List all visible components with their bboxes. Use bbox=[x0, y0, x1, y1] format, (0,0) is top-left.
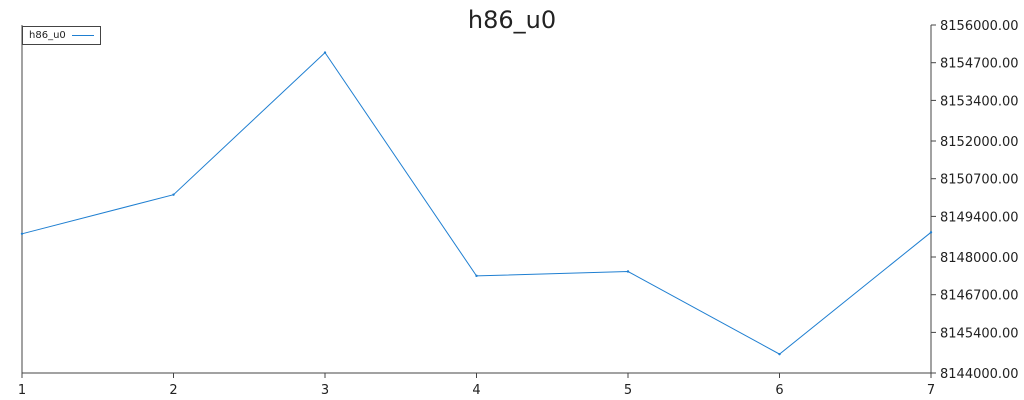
y-tick-label: 8144000.00 bbox=[940, 367, 1019, 382]
axes: 8144000.00 8145400.00 8146700.00 8148000.00… bbox=[18, 19, 1019, 398]
y-tick-label: 8146700.00 bbox=[940, 289, 1019, 304]
legend-line-swatch bbox=[71, 35, 94, 36]
x-tick-label: 2 bbox=[169, 383, 177, 398]
y-tick-label: 8153400.00 bbox=[940, 94, 1019, 109]
x-tick-label: 5 bbox=[624, 383, 632, 398]
y-tick-label: 8145400.00 bbox=[940, 326, 1019, 341]
x-tick-label: 7 bbox=[927, 383, 935, 398]
y-tick-label: 8154700.00 bbox=[940, 57, 1019, 72]
y-tick-label: 8148000.00 bbox=[940, 251, 1019, 266]
y-tick-label: 8156000.00 bbox=[940, 19, 1019, 34]
y-tick-label: 8149400.00 bbox=[940, 210, 1019, 225]
series-layer bbox=[20, 51, 933, 356]
y-tick-label: 8152000.00 bbox=[940, 135, 1019, 150]
data-point bbox=[172, 193, 175, 196]
x-tick-label: 3 bbox=[321, 383, 329, 398]
series-line bbox=[21, 51, 932, 355]
x-tick-label: 4 bbox=[472, 383, 480, 398]
data-point bbox=[475, 274, 478, 278]
x-tick-label: 1 bbox=[18, 383, 26, 398]
data-point bbox=[323, 51, 327, 54]
data-point bbox=[20, 232, 24, 235]
data-point bbox=[929, 231, 933, 234]
data-point bbox=[778, 352, 781, 356]
chart-title: h86_u0 bbox=[467, 6, 557, 34]
x-tick-label: 6 bbox=[775, 383, 783, 398]
y-tick-label: 8150700.00 bbox=[940, 173, 1019, 188]
data-point bbox=[626, 270, 630, 273]
legend: h86_u0 bbox=[22, 26, 101, 45]
legend-label: h86_u0 bbox=[29, 30, 66, 41]
